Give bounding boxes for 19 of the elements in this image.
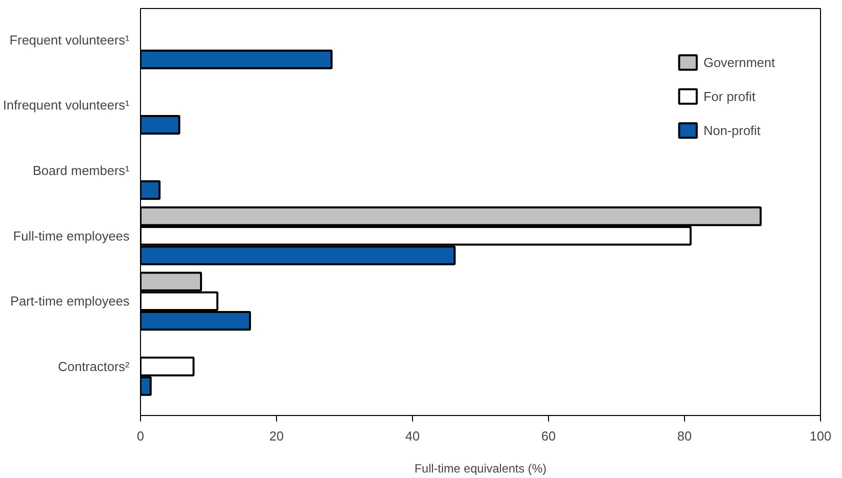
x-axis-title: Full-time equivalents (%) <box>414 462 547 476</box>
x-tick-label: 0 <box>136 428 144 444</box>
y-tick-label: Frequent volunteers¹ <box>10 32 130 48</box>
x-tick-label: 80 <box>677 428 692 444</box>
y-tick-label: Contractors² <box>58 359 130 374</box>
bar <box>140 114 180 135</box>
legend-label: Non-profit <box>703 122 761 138</box>
legend-label: Government <box>703 54 775 70</box>
y-tick-label: Full-time employees <box>13 228 130 244</box>
bar <box>140 50 333 70</box>
x-tick-label: 60 <box>541 428 556 444</box>
x-tick-label: 100 <box>810 428 832 444</box>
bar <box>140 180 161 200</box>
x-tick-label: 40 <box>405 428 420 444</box>
y-tick-label: Part-time employees <box>10 294 130 309</box>
legend-label: For profit <box>703 88 756 104</box>
x-tick-label: 20 <box>269 428 284 444</box>
y-tick-label: Infrequent volunteers¹ <box>3 98 130 113</box>
y-tick-label: Board members¹ <box>32 163 130 178</box>
